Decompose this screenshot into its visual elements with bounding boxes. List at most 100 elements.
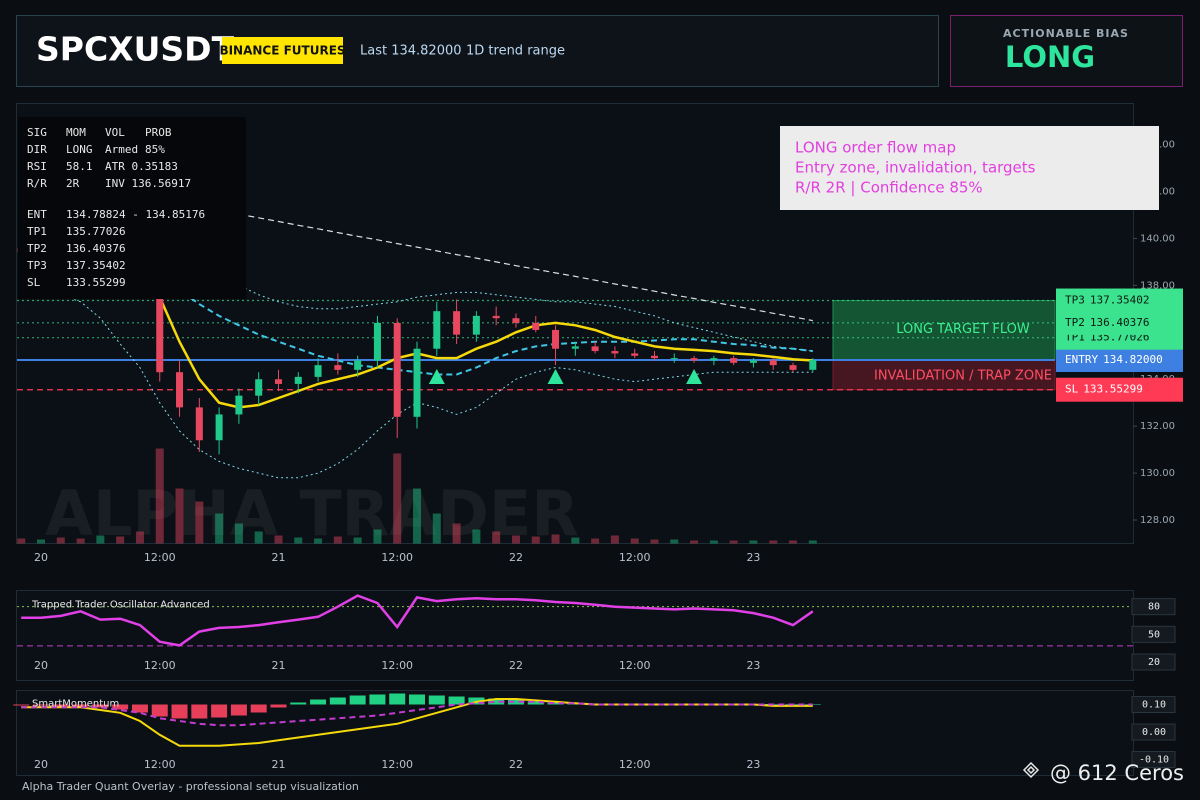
info-cell: SL bbox=[27, 276, 41, 289]
volume-bar bbox=[690, 540, 699, 544]
oscillator-panel bbox=[16, 590, 1134, 681]
x-tick-label: 20 bbox=[34, 659, 48, 672]
level-name: ENTRY bbox=[1065, 353, 1098, 366]
exchange: BINANCE FUTURES bbox=[219, 44, 345, 58]
level-value: 137.35402 bbox=[1090, 294, 1150, 307]
x-tick-label: 23 bbox=[746, 551, 760, 564]
candle-body bbox=[492, 315, 500, 319]
volume-bar bbox=[56, 537, 65, 544]
histogram-bar bbox=[230, 704, 247, 716]
candle-body bbox=[373, 322, 381, 361]
note-line: LONG order flow map bbox=[795, 139, 956, 157]
volume-bar bbox=[254, 531, 263, 544]
y-tick-box bbox=[1131, 751, 1176, 769]
symbol: SPCXUSDT bbox=[36, 30, 235, 69]
candle-body bbox=[532, 322, 540, 330]
info-cell: 133.55299 bbox=[66, 276, 126, 289]
y-tick-label: 132.00 bbox=[1140, 421, 1175, 432]
candle-body bbox=[789, 365, 797, 370]
overlay-line bbox=[179, 202, 813, 322]
x-tick-label: 22 bbox=[509, 659, 523, 672]
volume-bar bbox=[76, 538, 85, 544]
candle-body bbox=[215, 414, 223, 441]
y-tick-box bbox=[1131, 598, 1176, 616]
level-label: TP2 136.40376 bbox=[1065, 316, 1149, 329]
histogram-bar bbox=[488, 698, 505, 705]
histogram-bar bbox=[72, 704, 89, 707]
info-cell: MOM bbox=[66, 126, 86, 139]
momentum-line bbox=[21, 700, 813, 727]
histogram-bar bbox=[33, 704, 49, 706]
zone bbox=[832, 300, 1056, 361]
bias-box bbox=[950, 15, 1183, 87]
histogram-bar bbox=[369, 694, 386, 705]
info-cell: 137.35402 bbox=[66, 259, 126, 272]
volume-bar bbox=[333, 536, 342, 544]
candle-body bbox=[235, 395, 243, 415]
candle-body bbox=[730, 358, 738, 363]
volume-bar bbox=[571, 537, 580, 544]
y-tick-box bbox=[1131, 653, 1176, 671]
level-label: ENTRY 134.82000 bbox=[1065, 353, 1163, 366]
level-label-box bbox=[1056, 310, 1183, 335]
volume-bar bbox=[135, 531, 144, 544]
level-label: SL 133.55299 bbox=[1065, 383, 1143, 396]
volume-bar bbox=[393, 453, 402, 544]
volume-bar bbox=[511, 535, 520, 544]
volume-bar bbox=[650, 539, 659, 544]
last-price: Last 134.82000 bbox=[360, 44, 462, 59]
candle-body bbox=[274, 379, 282, 384]
volume-bar bbox=[749, 540, 758, 544]
candle-body bbox=[294, 376, 302, 384]
y-tick-box bbox=[1131, 625, 1176, 643]
volume-bar bbox=[670, 539, 679, 544]
zone-label: INVALIDATION / TRAP ZONE bbox=[874, 368, 1052, 383]
note-lines: LONG order flow map Entry zone, invalidat… bbox=[795, 139, 1036, 197]
candle-body bbox=[631, 353, 639, 356]
footer: Alpha Trader Quant Overlay - professiona… bbox=[22, 780, 359, 793]
volume-bar bbox=[37, 539, 45, 544]
candle-body bbox=[314, 365, 322, 377]
volume-bar bbox=[591, 538, 600, 544]
y-tick-label: 128.00 bbox=[1140, 515, 1175, 526]
y-tick-label: 50 bbox=[1148, 629, 1160, 640]
info-cell: TP1 bbox=[27, 225, 47, 238]
volume-bar bbox=[195, 501, 204, 544]
histogram-bar bbox=[151, 704, 168, 717]
candle-body bbox=[611, 351, 619, 354]
info-cell: PROB bbox=[145, 126, 172, 139]
info-cell: 2R bbox=[66, 177, 80, 190]
panel-title: SmartMomentum bbox=[32, 699, 119, 710]
info-rows: SIG MOM VOL PROB DIR LONG Armed 85% RSI 58.1 ATR 0… bbox=[27, 126, 205, 289]
plots: 128.00130.00132.00134.00136.00138.00140.… bbox=[13, 140, 1183, 771]
level-value: 133.55299 bbox=[1083, 383, 1143, 396]
candle-body bbox=[571, 346, 579, 349]
zone-label: LONG TARGET FLOW bbox=[896, 322, 1030, 337]
bias-value: LONG bbox=[1005, 40, 1095, 74]
x-tick-label: 12:00 bbox=[144, 758, 176, 771]
x-tick-label: 21 bbox=[271, 758, 285, 771]
zone bbox=[832, 359, 1056, 391]
candle-body bbox=[591, 346, 599, 352]
x-tick-label: 21 bbox=[271, 659, 285, 672]
long-signal bbox=[686, 369, 703, 385]
note-box bbox=[780, 126, 1159, 210]
volume-bar bbox=[96, 535, 105, 544]
volume-bar bbox=[769, 540, 778, 544]
x-tick-label: 20 bbox=[34, 758, 48, 771]
note-line: R/R 2R | Confidence 85% bbox=[795, 179, 983, 197]
volume-bar bbox=[472, 529, 481, 544]
candle-body bbox=[769, 360, 777, 366]
note-line: Entry zone, invalidation, targets bbox=[795, 159, 1036, 177]
y-tick-label: 0.00 bbox=[1142, 727, 1166, 738]
volume-bar bbox=[155, 448, 164, 544]
header-box bbox=[16, 15, 939, 87]
x-tick-label: 23 bbox=[746, 659, 760, 672]
info-cell: 58.1 bbox=[66, 160, 93, 173]
x-tick-label: 22 bbox=[509, 551, 523, 564]
histogram-bar bbox=[507, 699, 524, 705]
histogram-bar bbox=[409, 694, 426, 705]
candle-body bbox=[453, 311, 461, 335]
long-signal bbox=[428, 369, 445, 385]
